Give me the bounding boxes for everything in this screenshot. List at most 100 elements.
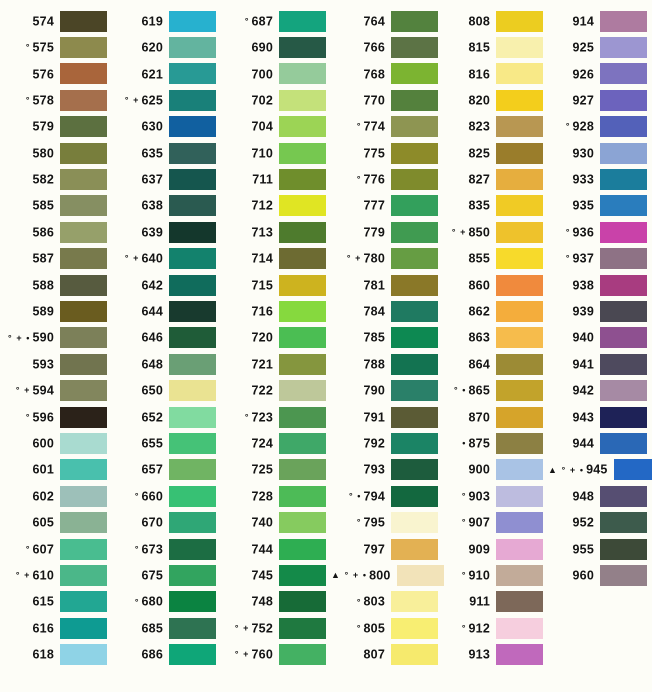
color-swatch[interactable] (391, 406, 438, 428)
color-swatch[interactable] (279, 274, 326, 296)
color-row[interactable]: ° 795 (331, 509, 443, 535)
color-row[interactable]: ° 907 (443, 509, 548, 535)
color-row[interactable]: 635 (112, 140, 221, 166)
color-swatch[interactable] (496, 221, 543, 243)
color-row[interactable]: 638 (112, 193, 221, 219)
color-row[interactable]: 704 (221, 114, 331, 140)
color-row[interactable]: 576 (0, 61, 112, 87)
color-row[interactable]: 585 (0, 193, 112, 219)
color-swatch[interactable] (496, 142, 543, 164)
color-row[interactable]: 710 (221, 140, 331, 166)
color-row[interactable]: 777 (331, 193, 443, 219)
color-swatch[interactable] (600, 274, 647, 296)
color-row[interactable]: 745 (221, 562, 331, 588)
color-swatch[interactable] (600, 327, 647, 349)
color-row[interactable]: 748 (221, 589, 331, 615)
color-swatch[interactable] (279, 512, 326, 534)
color-row[interactable]: ° 928 (548, 114, 652, 140)
color-swatch[interactable] (60, 63, 107, 85)
color-row[interactable]: ° 805 (331, 615, 443, 641)
color-swatch[interactable] (600, 116, 647, 138)
color-swatch[interactable] (496, 564, 543, 586)
color-row[interactable]: 768 (331, 61, 443, 87)
color-swatch[interactable] (496, 644, 543, 666)
color-swatch[interactable] (60, 89, 107, 111)
color-swatch[interactable] (279, 142, 326, 164)
color-row[interactable]: 930 (548, 140, 652, 166)
color-row[interactable]: 593 (0, 351, 112, 377)
color-swatch[interactable] (391, 327, 438, 349)
color-swatch[interactable] (60, 142, 107, 164)
color-swatch[interactable] (600, 248, 647, 270)
color-swatch[interactable] (169, 37, 216, 59)
color-row[interactable]: ° 660 (112, 483, 221, 509)
color-row[interactable]: ° • 865 (443, 377, 548, 403)
color-row[interactable]: 790 (331, 377, 443, 403)
color-swatch[interactable] (279, 37, 326, 59)
color-row[interactable]: 700 (221, 61, 331, 87)
color-swatch[interactable] (496, 248, 543, 270)
color-row[interactable]: 579 (0, 114, 112, 140)
color-swatch[interactable] (60, 406, 107, 428)
color-swatch[interactable] (169, 63, 216, 85)
color-row[interactable]: 711 (221, 166, 331, 192)
color-row[interactable]: ° +850 (443, 219, 548, 245)
color-row[interactable]: ° +625 (112, 87, 221, 113)
color-row[interactable]: 721 (221, 351, 331, 377)
color-row[interactable]: 955 (548, 536, 652, 562)
color-swatch[interactable] (60, 169, 107, 191)
color-swatch[interactable] (169, 644, 216, 666)
color-swatch[interactable] (496, 116, 543, 138)
color-swatch[interactable] (391, 485, 438, 507)
color-row[interactable]: 793 (331, 457, 443, 483)
color-swatch[interactable] (60, 300, 107, 322)
color-row[interactable]: 781 (331, 272, 443, 298)
color-swatch[interactable] (169, 221, 216, 243)
color-swatch[interactable] (496, 591, 543, 613)
color-swatch[interactable] (60, 380, 107, 402)
color-row[interactable]: 926 (548, 61, 652, 87)
color-swatch[interactable] (496, 195, 543, 217)
color-row[interactable]: 652 (112, 404, 221, 430)
color-row[interactable]: 639 (112, 219, 221, 245)
color-swatch[interactable] (496, 406, 543, 428)
color-swatch[interactable] (60, 195, 107, 217)
color-swatch[interactable] (600, 538, 647, 560)
color-swatch[interactable] (60, 327, 107, 349)
color-row[interactable]: 913 (443, 641, 548, 667)
color-swatch[interactable] (169, 142, 216, 164)
color-row[interactable]: ° + • 590 (0, 325, 112, 351)
color-row[interactable]: 574 (0, 8, 112, 34)
color-row[interactable]: ° 673 (112, 536, 221, 562)
color-swatch[interactable] (496, 617, 543, 639)
color-swatch[interactable] (169, 274, 216, 296)
color-swatch[interactable] (496, 327, 543, 349)
color-swatch[interactable] (279, 169, 326, 191)
color-row[interactable]: ° 687 (221, 8, 331, 34)
color-swatch[interactable] (391, 169, 438, 191)
color-swatch[interactable] (600, 142, 647, 164)
color-swatch[interactable] (169, 353, 216, 375)
color-swatch[interactable] (169, 116, 216, 138)
color-row[interactable]: ° 607 (0, 536, 112, 562)
color-row[interactable]: 728 (221, 483, 331, 509)
color-row[interactable]: 601 (0, 457, 112, 483)
color-swatch[interactable] (496, 10, 543, 32)
color-swatch[interactable] (391, 617, 438, 639)
color-swatch[interactable] (279, 10, 326, 32)
color-row[interactable]: 909 (443, 536, 548, 562)
color-row[interactable]: 716 (221, 298, 331, 324)
color-row[interactable]: 860 (443, 272, 548, 298)
color-row[interactable]: 675 (112, 562, 221, 588)
color-row[interactable]: 602 (0, 483, 112, 509)
color-swatch[interactable] (496, 169, 543, 191)
color-swatch[interactable] (169, 89, 216, 111)
color-row[interactable]: 823 (443, 114, 548, 140)
color-row[interactable]: 724 (221, 430, 331, 456)
color-swatch[interactable] (600, 406, 647, 428)
color-row[interactable]: ° 903 (443, 483, 548, 509)
color-row[interactable]: 670 (112, 509, 221, 535)
color-swatch[interactable] (60, 591, 107, 613)
color-swatch[interactable] (279, 459, 326, 481)
color-row[interactable]: 941 (548, 351, 652, 377)
